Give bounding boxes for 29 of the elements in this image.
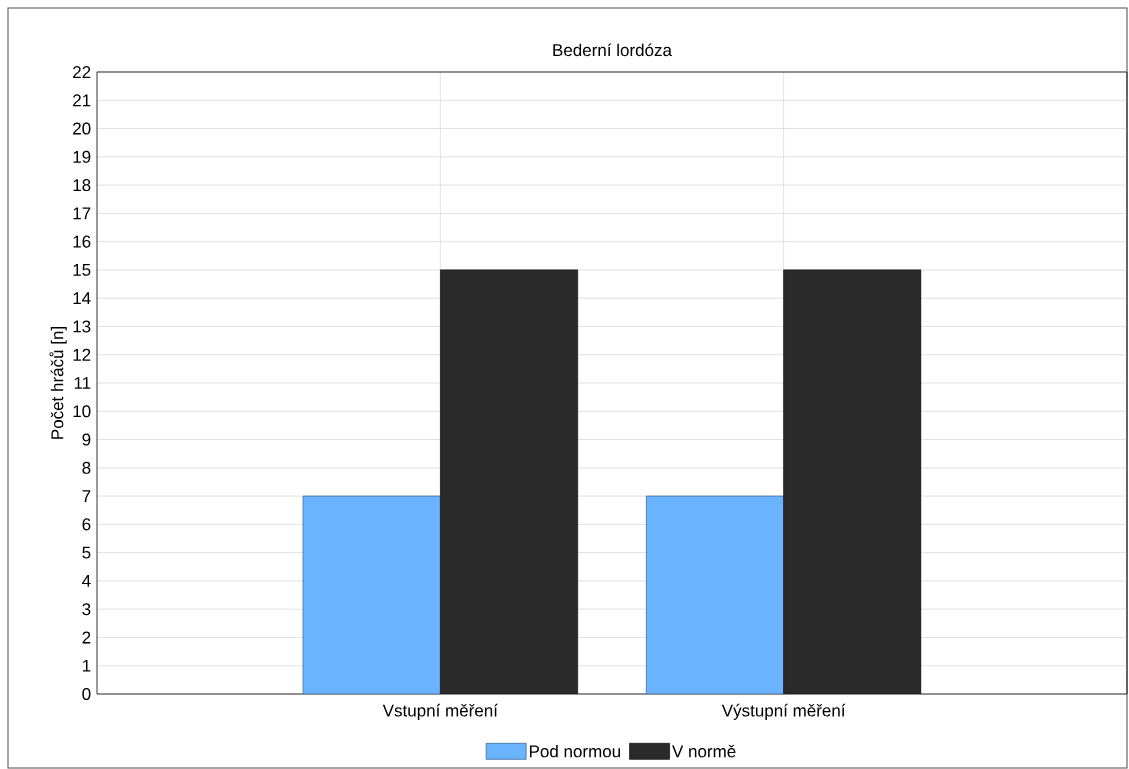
y-axis-title: Počet hráčů [n] xyxy=(49,327,67,439)
y-tick-label: 12 xyxy=(73,348,91,361)
y-tick-label: 6 xyxy=(82,518,91,531)
y-tick-label: 11 xyxy=(74,377,91,389)
legend-label: Pod normou xyxy=(529,744,621,758)
y-tick-label: 9 xyxy=(82,433,91,446)
y-tick-label: 1 xyxy=(82,659,91,672)
y-tick-label: 22 xyxy=(73,66,91,78)
y-tick-label: 17 xyxy=(73,207,91,220)
y-tick-label: 18 xyxy=(73,179,91,192)
y-tick-label: 4 xyxy=(82,575,91,587)
x-tick-label: Výstupní měření xyxy=(721,703,846,720)
y-tick-label: 20 xyxy=(73,122,91,135)
y-tick-label: 5 xyxy=(82,546,91,559)
y-tick-label: 8 xyxy=(82,461,91,474)
x-tick-label: Vstupní měření xyxy=(382,703,498,720)
y-tick-label: 13 xyxy=(73,320,91,333)
y-tick-label: 3 xyxy=(82,603,91,616)
y-tick-label: 7 xyxy=(82,490,91,502)
y-tick-label: 14 xyxy=(73,292,91,305)
y-tick-label: 21 xyxy=(73,94,91,107)
y-tick-label: 15 xyxy=(73,263,91,276)
y-tick-label: 10 xyxy=(73,405,91,418)
legend-label: V normě xyxy=(672,744,736,758)
y-tick-label: 19 xyxy=(73,150,91,163)
y-tick-label: 2 xyxy=(82,631,91,644)
y-tick-label: 16 xyxy=(73,235,91,248)
chart-title: Bederní lordóza xyxy=(553,43,672,57)
y-tick-label: 0 xyxy=(82,687,91,701)
